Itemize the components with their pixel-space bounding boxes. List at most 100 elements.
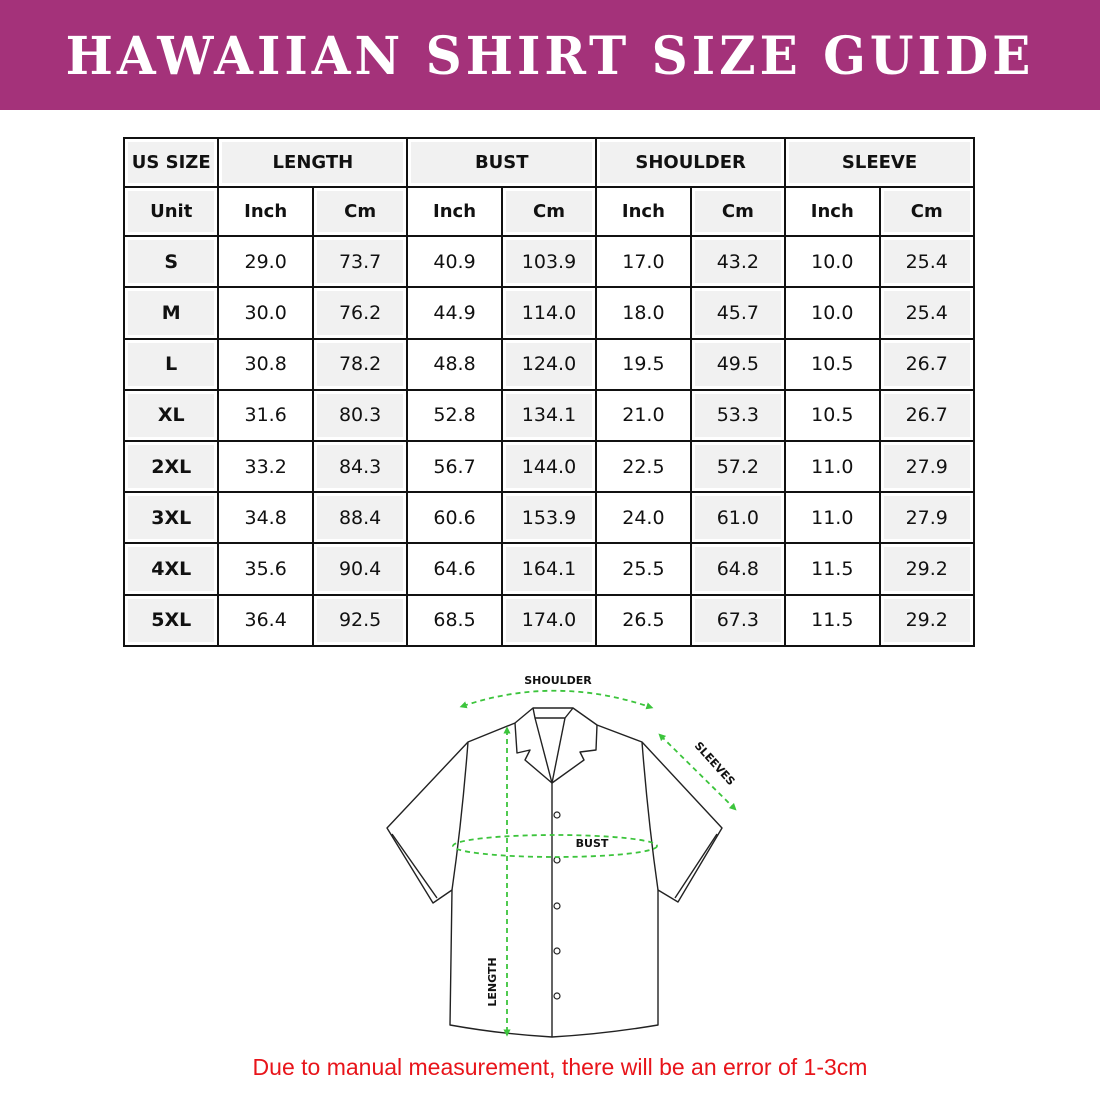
value-cell: 88.4: [311, 491, 409, 545]
value-cell: 68.5: [406, 593, 503, 648]
length-label: LENGTH: [486, 957, 499, 1006]
shoulder-label: SHOULDER: [524, 674, 592, 687]
value-cell: 11.0: [784, 440, 881, 494]
value-cell: 44.9: [406, 286, 503, 340]
value-cell: 11.5: [784, 593, 881, 648]
value-cell: 33.2: [217, 440, 314, 494]
unit-header: Cm: [878, 186, 975, 238]
value-cell: 26.7: [878, 388, 975, 443]
value-cell: 36.4: [217, 593, 314, 648]
value-cell: 10.5: [784, 337, 881, 391]
group-header-row: US SIZE LENGTH BUST SHOULDER SLEEVE: [122, 136, 975, 189]
unit-header: Inch: [595, 186, 692, 238]
value-cell: 17.0: [595, 235, 692, 289]
value-cell: 52.8: [406, 388, 503, 443]
value-cell: 124.0: [500, 337, 598, 391]
bust-label: BUST: [576, 837, 609, 850]
value-cell: 18.0: [595, 286, 692, 340]
title-banner: HAWAIIAN SHIRT SIZE GUIDE: [0, 0, 1100, 110]
value-cell: 34.8: [217, 491, 314, 545]
value-cell: 56.7: [406, 440, 503, 494]
value-cell: 29.0: [217, 235, 314, 289]
group-header: BUST: [406, 136, 598, 189]
size-cell: 5XL: [122, 593, 220, 648]
group-header: LENGTH: [217, 136, 409, 189]
table-row: XL 31.6 80.3 52.8 134.1 21.0 53.3 10.5 26.7: [122, 388, 975, 443]
table-row: 2XL 33.2 84.3 56.7 144.0 22.5 57.2 11.0 27.9: [122, 440, 975, 494]
value-cell: 27.9: [878, 491, 975, 545]
value-cell: 26.7: [878, 337, 975, 391]
size-table: US SIZE LENGTH BUST SHOULDER SLEEVE Unit Inch C…: [122, 136, 975, 648]
value-cell: 10.0: [784, 286, 881, 340]
value-cell: 134.1: [500, 388, 598, 443]
table-row: M 30.0 76.2 44.9 114.0 18.0 45.7 10.0 25.4: [122, 286, 975, 340]
value-cell: 76.2: [311, 286, 409, 340]
unit-header: Unit: [122, 186, 220, 238]
shirt-outline: [386, 707, 723, 1038]
table-row: 4XL 35.6 90.4 64.6 164.1 25.5 64.8 11.5 29.2: [122, 542, 975, 596]
value-cell: 35.6: [217, 542, 314, 596]
value-cell: 78.2: [311, 337, 409, 391]
value-cell: 21.0: [595, 388, 692, 443]
value-cell: 25.4: [878, 235, 975, 289]
size-cell: XL: [122, 388, 220, 443]
size-cell: L: [122, 337, 220, 391]
table-row: 5XL 36.4 92.5 68.5 174.0 26.5 67.3 11.5 29.2: [122, 593, 975, 648]
value-cell: 26.5: [595, 593, 692, 648]
value-cell: 29.2: [878, 593, 975, 648]
value-cell: 164.1: [500, 542, 598, 596]
group-header: SHOULDER: [595, 136, 787, 189]
value-cell: 80.3: [311, 388, 409, 443]
table-row: S 29.0 73.7 40.9 103.9 17.0 43.2 10.0 25.4: [122, 235, 975, 289]
unit-header: Cm: [689, 186, 787, 238]
value-cell: 57.2: [689, 440, 787, 494]
table-row: 3XL 34.8 88.4 60.6 153.9 24.0 61.0 11.0 27.9: [122, 491, 975, 545]
unit-header: Inch: [406, 186, 503, 238]
value-cell: 49.5: [689, 337, 787, 391]
value-cell: 144.0: [500, 440, 598, 494]
size-cell: 4XL: [122, 542, 220, 596]
value-cell: 73.7: [311, 235, 409, 289]
value-cell: 31.6: [217, 388, 314, 443]
value-cell: 30.0: [217, 286, 314, 340]
value-cell: 45.7: [689, 286, 787, 340]
value-cell: 48.8: [406, 337, 503, 391]
unit-header: Inch: [217, 186, 314, 238]
page-title: HAWAIIAN SHIRT SIZE GUIDE: [65, 24, 1035, 86]
value-cell: 64.6: [406, 542, 503, 596]
table-row: L 30.8 78.2 48.8 124.0 19.5 49.5 10.5 26.7: [122, 337, 975, 391]
value-cell: 10.5: [784, 388, 881, 443]
value-cell: 19.5: [595, 337, 692, 391]
value-cell: 103.9: [500, 235, 598, 289]
value-cell: 30.8: [217, 337, 314, 391]
value-cell: 114.0: [500, 286, 598, 340]
unit-header: Cm: [311, 186, 409, 238]
group-header: SLEEVE: [784, 136, 975, 189]
value-cell: 67.3: [689, 593, 787, 648]
unit-row: Unit Inch Cm Inch Cm Inch Cm Inch Cm: [122, 186, 975, 238]
value-cell: 25.4: [878, 286, 975, 340]
value-cell: 24.0: [595, 491, 692, 545]
value-cell: 22.5: [595, 440, 692, 494]
sleeves-measure-line: [658, 733, 737, 811]
value-cell: 90.4: [311, 542, 409, 596]
value-cell: 10.0: [784, 235, 881, 289]
group-header: US SIZE: [122, 136, 220, 189]
value-cell: 43.2: [689, 235, 787, 289]
value-cell: 153.9: [500, 491, 598, 545]
value-cell: 64.8: [689, 542, 787, 596]
value-cell: 53.3: [689, 388, 787, 443]
value-cell: 40.9: [406, 235, 503, 289]
size-cell: 2XL: [122, 440, 220, 494]
value-cell: 11.5: [784, 542, 881, 596]
size-cell: 3XL: [122, 491, 220, 545]
size-cell: S: [122, 235, 220, 289]
shoulder-measure-line: [459, 689, 654, 710]
unit-header: Cm: [500, 186, 598, 238]
value-cell: 29.2: [878, 542, 975, 596]
value-cell: 27.9: [878, 440, 975, 494]
value-cell: 60.6: [406, 491, 503, 545]
unit-header: Inch: [784, 186, 881, 238]
value-cell: 84.3: [311, 440, 409, 494]
